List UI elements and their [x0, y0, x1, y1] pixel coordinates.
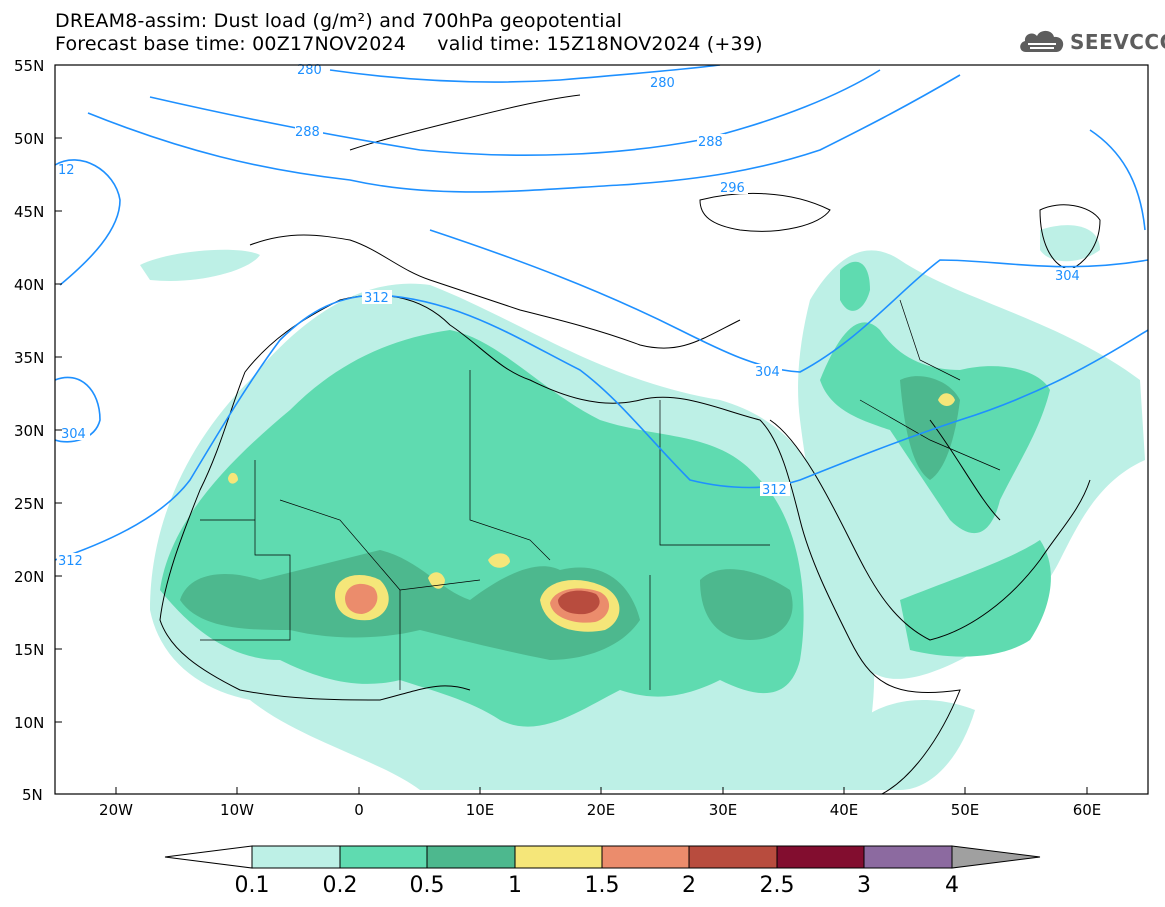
- colorbar-bin: [251, 845, 341, 869]
- lat-label: 40N: [14, 276, 44, 294]
- colorbar-bin: [863, 845, 953, 869]
- lat-label: 30N: [14, 422, 44, 440]
- dust-field: [140, 225, 1145, 790]
- lon-label: 50E: [951, 801, 980, 819]
- contour-label: 312: [58, 554, 83, 569]
- contour-304: [55, 159, 1148, 443]
- contour-label: 288: [698, 135, 723, 150]
- dust-region-medium-arabia-south: [900, 540, 1051, 657]
- colorbar-label: 3: [857, 873, 871, 898]
- colorbar-label: 0.5: [410, 873, 445, 898]
- dust-region-light-horn: [860, 700, 975, 790]
- lon-label: 20W: [99, 801, 133, 819]
- lat-label: 25N: [14, 495, 44, 513]
- lon-label: 20E: [587, 801, 616, 819]
- contour-label: 12: [58, 163, 75, 178]
- arabia-coastline: [769, 419, 1091, 641]
- geopotential-contours: [55, 65, 1148, 561]
- longitude-labels: 20W 10W 0 10E 20E 30E 40E 50E 60E: [99, 801, 1101, 819]
- colorbar-over-arrow: [951, 845, 1041, 869]
- colorbar-bin: [339, 845, 428, 869]
- colorbar-bin: [688, 845, 778, 869]
- lat-label: 5N: [22, 786, 43, 804]
- forecast-times: Forecast base time: 00Z17NOV2024 valid t…: [55, 33, 763, 55]
- latitude-labels: 55N 50N 45N 40N 35N 30N 25N 20N 15N 10N …: [14, 57, 44, 804]
- contour-label: 296: [720, 181, 745, 196]
- lat-label: 15N: [14, 641, 44, 659]
- dust-region-dark-sahel: [180, 550, 640, 660]
- dust-region-orange-mali: [345, 583, 378, 614]
- lon-label: 10W: [220, 801, 254, 819]
- contour-label: 304: [755, 365, 780, 380]
- colorbar-bin: [776, 845, 865, 869]
- axis-ticks: [55, 64, 1088, 794]
- lat-label: 55N: [14, 57, 44, 75]
- contour-label: 312: [762, 483, 787, 498]
- europe-coastline: [249, 94, 741, 349]
- map-title: DREAM8-assim: Dust load (g/m²) and 700hP…: [55, 10, 623, 32]
- colorbar-labels: 0.1 0.2 0.5 1 1.5 2 2.5 3 4: [235, 873, 960, 898]
- contour-296: [87, 74, 961, 193]
- dust-region-medium-zagros: [840, 261, 870, 311]
- colorbar-bin: [426, 845, 516, 869]
- colorbar-label: 2: [682, 873, 696, 898]
- logo-text: SEEVCCC: [1070, 30, 1165, 54]
- contour-label: 280: [297, 63, 322, 78]
- colorbar-label: 1.5: [585, 873, 620, 898]
- colorbar-label: 0.2: [323, 873, 358, 898]
- lat-label: 45N: [14, 203, 44, 221]
- lon-label: 40E: [830, 801, 859, 819]
- dust-region-yellow-west: [228, 472, 238, 484]
- caspian-coastline: [1039, 204, 1101, 271]
- contour-label: 304: [1055, 269, 1080, 284]
- lon-label: 0: [354, 801, 364, 819]
- seevccc-logo: SEEVCCC: [1016, 24, 1165, 58]
- dust-region-dark-libya: [700, 569, 793, 640]
- dust-region-red-chad: [558, 590, 600, 615]
- contour-288: [149, 69, 881, 157]
- colorbar-label: 0.1: [235, 873, 270, 898]
- contour-label: 304: [61, 427, 86, 442]
- contour-280: [329, 65, 721, 83]
- lat-label: 50N: [14, 130, 44, 148]
- contour-north-right: [1089, 129, 1146, 231]
- contour-label: 288: [295, 125, 320, 140]
- lat-label: 10N: [14, 714, 44, 732]
- contour-label-group: 280 280 288 288 296 304 312 304 304 312 …: [57, 63, 1082, 569]
- dust-region-light-caspian: [1040, 225, 1100, 262]
- lon-label: 60E: [1073, 801, 1102, 819]
- colorbar-bin: [601, 845, 690, 869]
- cloud-logo-icon: [1020, 30, 1064, 52]
- colorbar: [164, 845, 1041, 869]
- black-sea-coastline: [699, 192, 831, 232]
- colorbar-label: 1: [508, 873, 522, 898]
- dust-region-light-iberia: [140, 249, 260, 281]
- colorbar-label: 4: [945, 873, 959, 898]
- contour-312: [55, 294, 1148, 561]
- lat-label: 20N: [14, 568, 44, 586]
- dust-region-yellow-iraq: [938, 393, 955, 406]
- contour-label: 280: [650, 76, 675, 91]
- lat-label: 35N: [14, 349, 44, 367]
- contour-label: 312: [364, 291, 389, 306]
- lon-label: 30E: [709, 801, 738, 819]
- colorbar-label: 2.5: [760, 873, 795, 898]
- lon-label: 10E: [466, 801, 495, 819]
- colorbar-under-arrow: [164, 845, 253, 869]
- colorbar-bin: [514, 845, 603, 869]
- dust-region-yellow-tibesti: [488, 553, 510, 568]
